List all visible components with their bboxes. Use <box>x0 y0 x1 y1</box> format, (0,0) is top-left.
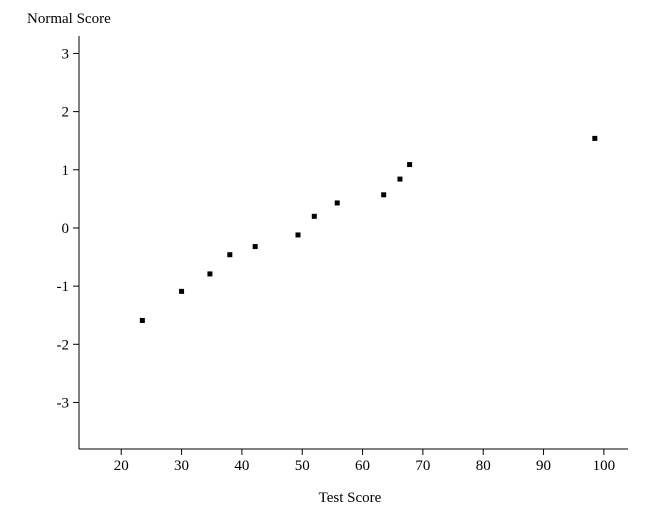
y-tick-label: -1 <box>57 279 70 295</box>
x-tick-label: 90 <box>536 458 551 474</box>
y-tick-label: -3 <box>57 395 70 411</box>
y-tick-label: 3 <box>62 46 70 62</box>
data-point <box>397 176 403 182</box>
data-point <box>207 271 213 277</box>
data-point <box>334 200 340 206</box>
data-point <box>179 288 185 294</box>
data-point <box>139 317 145 323</box>
x-tick-label: 40 <box>234 458 249 474</box>
y-axis-ticks: -3 -2 -1 0 1 2 3 <box>57 46 79 411</box>
x-axis-title: Test Score <box>319 490 382 506</box>
data-point <box>311 213 317 219</box>
x-tick-label: 100 <box>593 458 616 474</box>
x-tick-label: 60 <box>355 458 370 474</box>
y-axis-title: Normal Score <box>27 11 111 27</box>
data-point <box>295 232 301 238</box>
data-point <box>407 162 413 168</box>
data-point <box>227 252 233 258</box>
data-point <box>252 244 258 250</box>
y-tick-label: 1 <box>62 163 70 179</box>
y-tick-label: -2 <box>57 337 70 353</box>
x-tick-label: 20 <box>114 458 129 474</box>
data-point <box>592 135 598 141</box>
x-tick-label: 70 <box>415 458 430 474</box>
x-tick-label: 80 <box>476 458 491 474</box>
x-tick-label: 50 <box>295 458 310 474</box>
x-axis-ticks: 20 30 40 50 60 70 80 90 100 <box>114 449 615 474</box>
data-points <box>139 135 598 323</box>
x-tick-label: 30 <box>174 458 189 474</box>
data-point <box>381 192 387 198</box>
y-tick-label: 2 <box>62 105 70 121</box>
y-tick-label: 0 <box>62 221 70 237</box>
